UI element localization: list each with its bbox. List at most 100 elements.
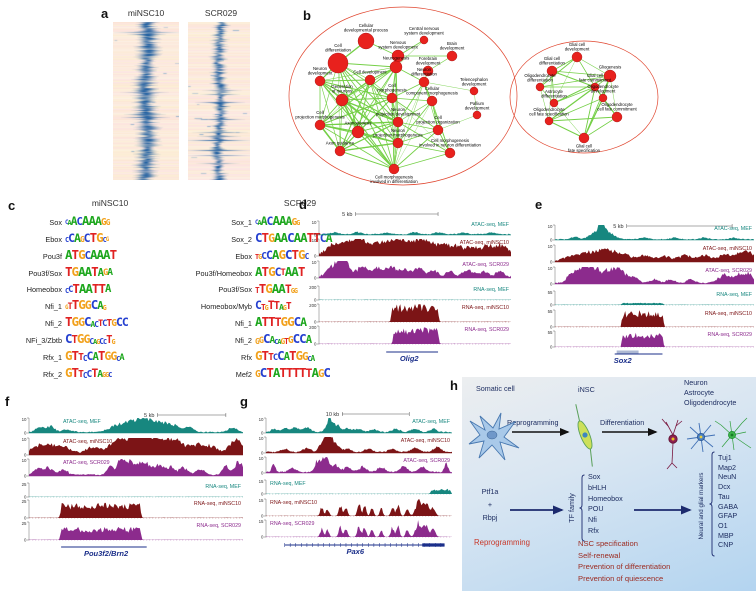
motif-name: Sox_2 (231, 234, 252, 244)
svg-text:0: 0 (24, 474, 27, 479)
svg-text:RNA-seq, miNSC10: RNA-seq, miNSC10 (194, 501, 241, 507)
svg-text:developmental process: developmental process (344, 28, 388, 33)
target-cell-item: Neuron (684, 378, 708, 387)
svg-text:Neuron: Neuron (417, 67, 432, 72)
network-nodes (535, 51, 623, 144)
svg-text:differentiation: differentiation (541, 94, 567, 99)
motif-row: Homeobox/Myb C T G T T A G T (152, 294, 344, 312)
svg-text:Cell: Cell (388, 83, 395, 88)
track-rna-seq-scr029: 15 0 RNA-seq, SCR029 (259, 519, 452, 540)
track-rna-seq-minsc10: 15 0 RNA-seq, miNSC10 (259, 498, 452, 519)
neuron-icon (661, 418, 683, 470)
nsc-function-item: Prevention of quiescence (578, 573, 664, 583)
svg-text:ATAC-seq, SCR029: ATAC-seq, SCR029 (462, 262, 509, 268)
track-rna-seq-scr029: 25 0 RNA-seq, SCR029 (22, 521, 243, 543)
motif-name: Sox (49, 217, 62, 227)
svg-text:Oligodendrocyte: Oligodendrocyte (533, 107, 565, 112)
factor-rbpj: Rbpj (482, 513, 498, 522)
svg-text:system development: system development (378, 45, 418, 50)
svg-text:RNA-seq, SCR029: RNA-seq, SCR029 (270, 521, 315, 527)
tf-family-item: bHLH (588, 482, 607, 492)
svg-text:Neuron: Neuron (391, 128, 406, 133)
svg-text:0: 0 (550, 303, 553, 308)
svg-text:10: 10 (312, 238, 317, 243)
track-atac-seq-minsc10: 10 0 ATAC-seq, miNSC10 (548, 244, 754, 265)
heatmap-title-scr029: SCR029 (204, 8, 238, 18)
motif-name: Ebox (235, 251, 252, 261)
svg-text:0: 0 (550, 282, 553, 287)
marker-item: O1 (718, 520, 728, 530)
svg-text:0: 0 (24, 453, 27, 458)
svg-text:RNA-seq, MEF: RNA-seq, MEF (473, 287, 509, 293)
scale-bar: 5 kb (613, 224, 733, 230)
svg-text:Sox2: Sox2 (614, 356, 633, 365)
tf-family-item: Rfx (588, 525, 599, 535)
svg-text:Astrocyte: Astrocyte (545, 89, 564, 94)
svg-text:Glial cell: Glial cell (576, 144, 592, 149)
svg-text:0: 0 (261, 431, 264, 436)
motif-row: Pou3f/Sox T G A A T A G A (4, 261, 154, 278)
gene-annotation: Olig2 (386, 351, 439, 363)
svg-text:0: 0 (314, 276, 317, 281)
svg-text:Oligodendrocyte: Oligodendrocyte (601, 102, 633, 107)
svg-text:Generation: Generation (331, 84, 353, 89)
track-atac-seq-scr029: 10 0 ATAC-seq, SCR029 (22, 458, 243, 479)
svg-text:RNA-seq, miNSC10: RNA-seq, miNSC10 (270, 500, 317, 506)
svg-text:Forebrain: Forebrain (419, 56, 438, 61)
gene-annotation: Sox2 (614, 350, 663, 365)
svg-text:Glial cell: Glial cell (587, 73, 603, 78)
tf-family-item: Homeobox (588, 493, 623, 503)
schematic-drawings (468, 404, 752, 557)
svg-text:Oligodendrocyte: Oligodendrocyte (524, 73, 556, 78)
motif-column-title: SCR029 (283, 198, 317, 208)
svg-text:ATAC-seq, MEF: ATAC-seq, MEF (412, 419, 451, 425)
svg-text:Cell morphogenesis: Cell morphogenesis (431, 138, 469, 143)
track-rna-seq-mef: 200 0 RNA-seq, MEF (309, 285, 511, 303)
factor-plus: + (487, 500, 493, 509)
svg-text:cell fate commitment: cell fate commitment (597, 107, 637, 112)
svg-text:projection organization: projection organization (416, 120, 460, 125)
svg-text:5 kb: 5 kb (613, 224, 623, 230)
marker-item: GFAP (718, 511, 738, 521)
svg-text:0: 0 (261, 451, 264, 456)
motif-row: Nfi_2 G G C A C A G T G C C A (152, 328, 344, 347)
track-rna-seq-minsc10: 25 0 RNA-seq, miNSC10 (22, 499, 243, 521)
track-atac-seq-scr029: 10 0 ATAC-seq, SCR029 (259, 456, 452, 476)
motif-row: Ebox T G C C A G C T G C (152, 244, 344, 261)
svg-text:55: 55 (548, 309, 553, 314)
atac-heatmap-minsc10 (113, 22, 179, 180)
motif-row: Nfi_1 G T T G G C A G (4, 294, 154, 312)
svg-text:differentiation: differentiation (325, 48, 351, 53)
differentiation-arrow-label: Differentiation (600, 418, 645, 427)
panel-c-label: c (8, 198, 16, 213)
svg-text:0: 0 (314, 254, 317, 259)
svg-text:25: 25 (22, 521, 27, 526)
motif-name: Mef2 (235, 369, 252, 379)
svg-text:Central nervous: Central nervous (409, 26, 439, 31)
svg-text:0: 0 (261, 492, 264, 497)
svg-text:Glial cell: Glial cell (544, 56, 560, 61)
svg-text:5 kb: 5 kb (342, 212, 352, 218)
svg-text:ATAC-seq, MEF: ATAC-seq, MEF (471, 222, 510, 228)
nsc-function-item: NSC specification (578, 539, 638, 548)
motif-column-scr029: SCR029 Sox_1 C A A C A A A G G Sox_2 C T G A A C A A T T C A Ebo… (152, 198, 344, 379)
svg-text:0: 0 (550, 260, 553, 265)
network-nodes (314, 32, 482, 175)
marker-item: NeuN (718, 472, 737, 482)
svg-text:5 kb: 5 kb (144, 413, 154, 419)
panel-f-label: f (5, 394, 10, 409)
svg-text:involved in differentiation: involved in differentiation (370, 179, 418, 184)
svg-text:RNA-seq, MEF: RNA-seq, MEF (270, 481, 306, 487)
motif-row: Rfx_1 G T T C C A T G G C A (4, 345, 154, 362)
svg-text:10: 10 (259, 456, 264, 461)
